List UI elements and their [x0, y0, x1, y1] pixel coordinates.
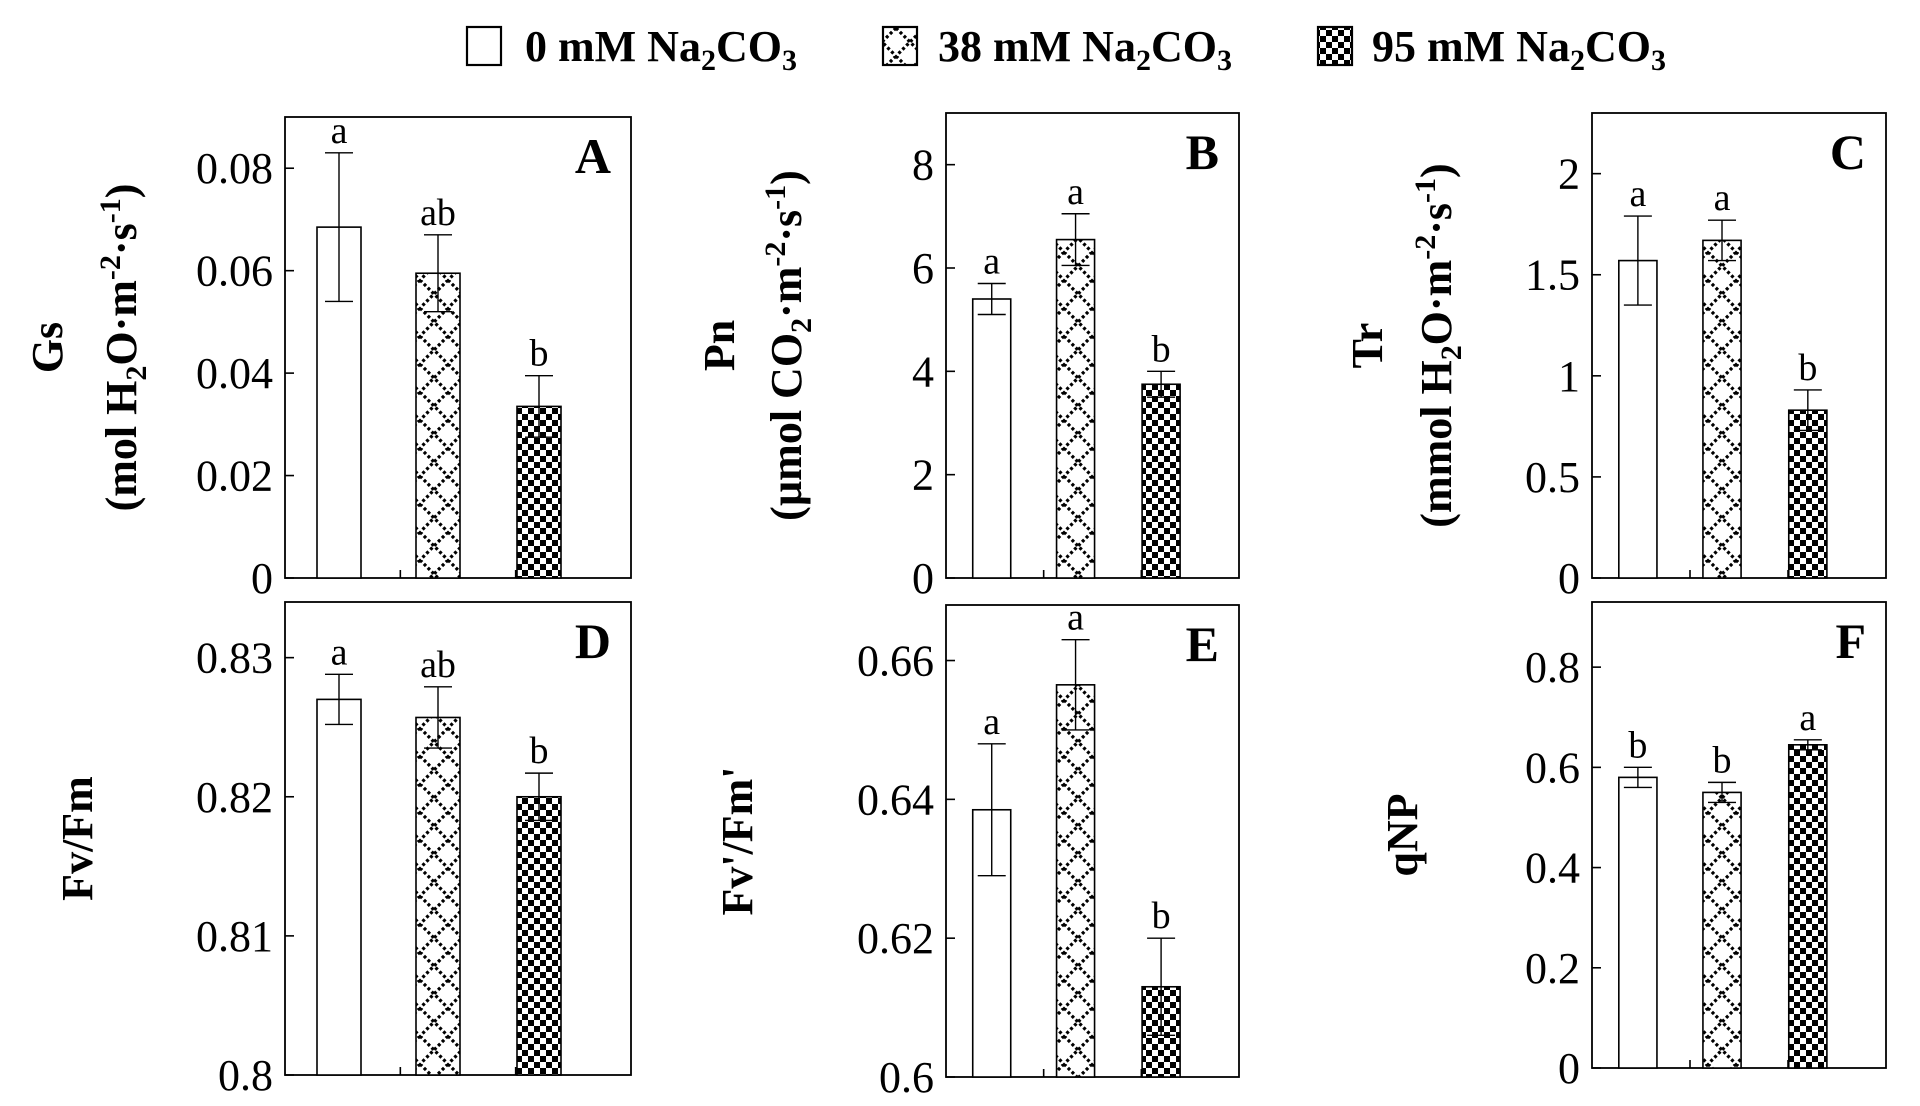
- bar-95mM: [516, 795, 562, 1076]
- significance-label-95mM: a: [1799, 697, 1816, 739]
- y-tick-label: 1: [1558, 352, 1580, 401]
- significance-label-95mM: b: [1152, 328, 1171, 370]
- y-tick-label: 0: [912, 554, 934, 603]
- y-tick-label: 0.08: [196, 144, 273, 193]
- y-axis-unit: (mol H2O·m-2·s-1): [94, 184, 153, 512]
- bar-38mM: [415, 272, 461, 579]
- bar-38mM: [1702, 791, 1742, 1069]
- y-tick-label: 0.62: [857, 914, 934, 963]
- legend-label-0mM: 0 mM Na2CO3: [525, 22, 797, 77]
- y-tick-label: 0: [1558, 554, 1580, 603]
- legend-swatch-diamond: [881, 25, 919, 67]
- significance-label-0mM: a: [331, 631, 348, 673]
- significance-label-95mM: b: [1152, 895, 1171, 937]
- bar-95mM: [1787, 409, 1828, 579]
- y-tick-label: 0.81: [196, 912, 273, 961]
- y-tick-label: 0.02: [196, 452, 273, 501]
- legend-swatch-open: [465, 25, 503, 67]
- bar-95mM: [516, 405, 562, 579]
- y-tick-label: 0.6: [1525, 743, 1580, 792]
- y-tick-label: 0.6: [879, 1053, 934, 1102]
- y-tick-label: 6: [912, 244, 934, 293]
- y-axis-unit: (µmol CO2·m-2·s-1): [759, 170, 818, 521]
- significance-label-0mM: b: [1628, 724, 1647, 766]
- y-tick-label: 0.5: [1525, 453, 1580, 502]
- y-axis-title: Fv/Fm: [53, 776, 102, 901]
- legend: 0 mM Na2CO3 38 mM Na2CO3 95 mM Na2CO3: [465, 22, 1666, 77]
- panel-e: 0.6 0.62 0.64 0.66 a a b E Fv'/Fm': [713, 597, 1240, 1102]
- legend-label-38mM: 38 mM Na2CO3: [938, 22, 1232, 77]
- y-tick-label: 0.06: [196, 247, 273, 296]
- bar-38mM: [415, 716, 461, 1076]
- y-tick-label: 1.5: [1525, 251, 1580, 300]
- bar-0mM: [971, 808, 1012, 1078]
- panel-a: 0 0.02 0.04 0.06 0.08 a ab b A Gs (mol H2O·m-2·s-1…: [23, 110, 632, 603]
- y-tick-label: 0.83: [196, 634, 273, 683]
- y-tick-label: 0.66: [857, 637, 934, 686]
- y-tick-label: 4: [912, 347, 934, 396]
- significance-label-38mM: a: [1067, 171, 1084, 213]
- panel-letter: D: [575, 613, 611, 669]
- panel-letter: B: [1186, 124, 1219, 180]
- significance-label-38mM: ab: [420, 192, 456, 234]
- y-tick-label: 0.4: [1525, 844, 1580, 893]
- bar-95mM: [1787, 744, 1828, 1069]
- y-tick-label: 2: [1558, 150, 1580, 199]
- legend-label-95mM: 95 mM Na2CO3: [1372, 22, 1666, 77]
- bar-0mM: [1618, 259, 1658, 579]
- significance-label-0mM: a: [983, 241, 1000, 283]
- bar-0mM: [971, 298, 1012, 579]
- significance-label-0mM: a: [983, 701, 1000, 743]
- y-tick-label: 0: [251, 554, 273, 603]
- y-tick-label: 0.2: [1525, 944, 1580, 993]
- y-axis-title: Tr: [1343, 323, 1392, 369]
- significance-label-0mM: a: [1629, 173, 1646, 215]
- significance-label-38mM: a: [1714, 177, 1731, 219]
- significance-label-38mM: b: [1713, 739, 1732, 781]
- y-tick-label: 0.8: [1525, 643, 1580, 692]
- panel-letter: E: [1186, 616, 1219, 672]
- significance-label-95mM: b: [530, 730, 549, 772]
- significance-label-38mM: ab: [420, 644, 456, 686]
- y-tick-label: 0.8: [218, 1051, 273, 1100]
- bar-0mM: [1618, 776, 1658, 1069]
- panel-letter: C: [1830, 124, 1866, 180]
- y-axis-title: Fv'/Fm': [713, 766, 762, 915]
- bar-38mM: [1055, 684, 1096, 1078]
- y-tick-label: 0.82: [196, 773, 273, 822]
- panel-b: 0 2 4 6 8 a a b B Pn (µmol CO2·m-2·s-1): [695, 112, 1240, 603]
- y-tick-label: 0.04: [196, 349, 273, 398]
- bar-95mM: [1141, 383, 1181, 579]
- legend-swatch-checker: [1316, 25, 1354, 67]
- y-tick-label: 2: [912, 451, 934, 500]
- y-tick-label: 8: [912, 141, 934, 190]
- panel-d: 0.8 0.81 0.82 0.83 a ab b D Fv/Fm: [53, 601, 632, 1100]
- bar-38mM: [1702, 239, 1742, 579]
- y-axis-title: qNP: [1378, 793, 1427, 876]
- legend-item-0mM: 0 mM Na2CO3: [465, 22, 797, 77]
- legend-item-38mM: 38 mM Na2CO3: [881, 22, 1232, 77]
- significance-label-95mM: b: [1798, 347, 1817, 389]
- significance-label-38mM: a: [1067, 597, 1084, 639]
- y-tick-label: 0: [1558, 1044, 1580, 1093]
- bar-0mM: [316, 698, 362, 1076]
- bar-38mM: [1055, 238, 1096, 579]
- legend-item-95mM: 95 mM Na2CO3: [1316, 22, 1666, 77]
- panel-c: 0 0.5 1 1.5 2 a a b C Tr (mmol H2O·m-2·s-1): [1343, 112, 1887, 603]
- significance-label-0mM: a: [331, 110, 348, 152]
- panel-letter: F: [1835, 613, 1866, 669]
- y-axis-title: Gs: [23, 322, 72, 373]
- significance-label-95mM: b: [530, 333, 549, 375]
- y-tick-label: 0.64: [857, 775, 934, 824]
- panel-letter: A: [575, 128, 611, 184]
- y-axis-unit: (mmol H2O·m-2·s-1): [1409, 163, 1468, 527]
- y-axis-title: Pn: [695, 320, 744, 371]
